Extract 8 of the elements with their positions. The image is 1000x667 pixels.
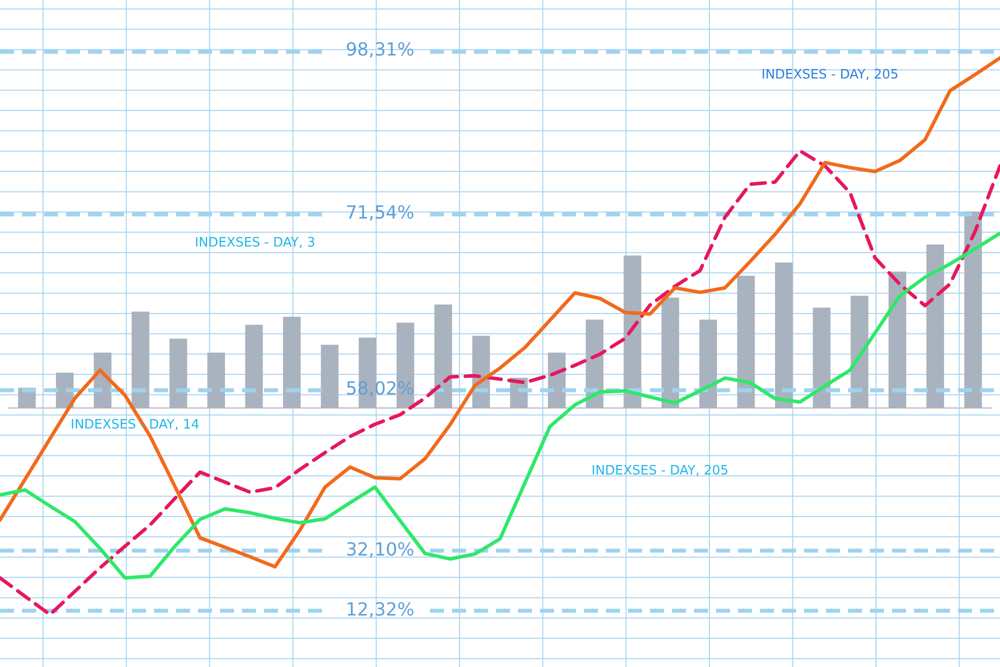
annotation: 98,31% (346, 40, 414, 61)
annotation: 32,10% (346, 540, 414, 561)
annotation: INDEXSES - DAY, 14 (70, 417, 200, 432)
annotation: INDEXSES - DAY, 205 (591, 463, 729, 478)
annotation: 71,54% (346, 202, 414, 224)
annotation: INDEXSES - DAY, 205 (761, 67, 899, 82)
annotation: 12,32% (346, 600, 414, 621)
annotation: INDEXSES - DAY, 3 (194, 235, 316, 250)
